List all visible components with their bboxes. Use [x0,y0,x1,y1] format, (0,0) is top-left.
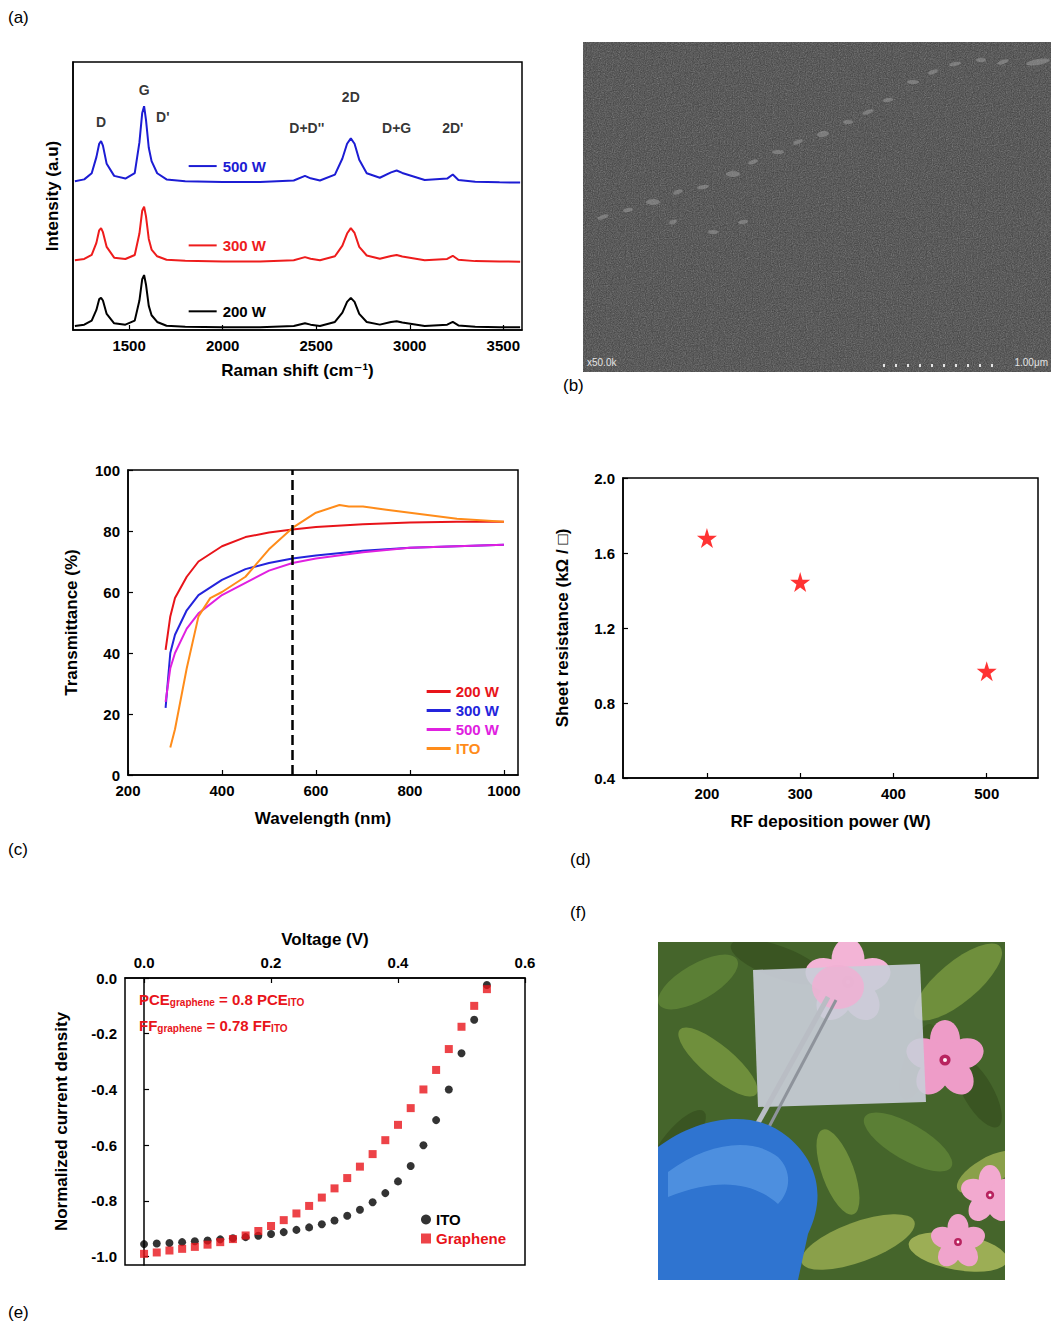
svg-text:100: 100 [95,462,120,479]
svg-text:Intensity (a.u): Intensity (a.u) [43,141,62,252]
svg-text:2500: 2500 [300,337,333,354]
svg-text:-0.6: -0.6 [91,1137,117,1154]
svg-text:3500: 3500 [487,337,520,354]
svg-text:0.0: 0.0 [96,970,117,987]
svg-text:ITO: ITO [456,740,481,757]
svg-text:Normalized current density: Normalized current density [52,1011,71,1231]
svg-text:1500: 1500 [112,337,145,354]
svg-text:graphene: graphene [157,1023,202,1034]
svg-text:500 W: 500 W [456,721,500,738]
html-text:1.00μm: 1.00μm [1014,357,1048,368]
svg-text:80: 80 [103,523,120,540]
svg-text:200: 200 [694,785,719,802]
svg-text:-0.8: -0.8 [91,1192,117,1209]
svg-text:2.0: 2.0 [594,470,615,487]
svg-text:0.8: 0.8 [594,695,615,712]
svg-text:3000: 3000 [393,337,426,354]
svg-text:0.4: 0.4 [594,770,616,787]
svg-text:0: 0 [112,767,120,784]
svg-text:-0.4: -0.4 [91,1081,118,1098]
svg-text:Voltage (V): Voltage (V) [281,930,369,949]
svg-text:60: 60 [103,584,120,601]
svg-text:Raman shift (cm⁻¹): Raman shift (cm⁻¹) [221,361,374,380]
html-text:(e): (e) [8,1303,29,1322]
svg-text:0.6: 0.6 [515,954,536,971]
svg-text:FF: FF [139,1017,157,1034]
svg-text:D: D [96,114,106,130]
svg-text:ITO: ITO [271,1023,288,1034]
svg-text:600: 600 [303,782,328,799]
svg-text:1000: 1000 [487,782,520,799]
svg-text:2D: 2D [342,89,360,105]
svg-text:Graphene: Graphene [436,1230,506,1247]
svg-text:-0.2: -0.2 [91,1025,117,1042]
svg-text:PCE: PCE [139,991,170,1008]
svg-text:0.2: 0.2 [261,954,282,971]
svg-text:400: 400 [209,782,234,799]
svg-text:Transmittance (%): Transmittance (%) [62,549,81,695]
svg-text:0.0: 0.0 [134,954,155,971]
html-text:x50.0k: x50.0k [587,357,617,368]
html-text:(b): (b) [563,376,584,395]
svg-text:ITO: ITO [288,997,305,1008]
svg-text:1.6: 1.6 [594,545,615,562]
html-text:(d): (d) [570,850,591,869]
svg-text:300 W: 300 W [456,702,500,719]
svg-text:Sheet resistance (kΩ / □): Sheet resistance (kΩ / □) [553,529,572,728]
svg-text:500 W: 500 W [223,158,267,175]
svg-text:= 0.78 FF: = 0.78 FF [202,1017,271,1034]
svg-text:300: 300 [788,785,813,802]
svg-text:graphene: graphene [170,997,215,1008]
svg-text:300 W: 300 W [223,237,267,254]
svg-text:ITO: ITO [436,1211,461,1228]
svg-text:200 W: 200 W [456,683,500,700]
svg-text:400: 400 [881,785,906,802]
svg-text:D': D' [156,109,169,125]
svg-text:200: 200 [115,782,140,799]
svg-text:= 0.8 PCE: = 0.8 PCE [215,991,288,1008]
svg-text:D+D'': D+D'' [289,120,324,136]
svg-text:D+G: D+G [382,120,411,136]
svg-text:Wavelength (nm): Wavelength (nm) [255,809,391,828]
svg-text:0.4: 0.4 [388,954,410,971]
svg-text:-1.0: -1.0 [91,1248,117,1265]
html-text:(a): (a) [8,8,29,27]
svg-text:1.2: 1.2 [594,620,615,637]
svg-text:500: 500 [974,785,999,802]
svg-text:200 W: 200 W [223,303,267,320]
svg-text:RF deposition power (W): RF deposition power (W) [730,812,930,831]
svg-text:800: 800 [397,782,422,799]
svg-text:2D': 2D' [442,120,463,136]
svg-text:20: 20 [103,706,120,723]
svg-text:2000: 2000 [206,337,239,354]
svg-text:G: G [139,82,150,98]
svg-text:40: 40 [103,645,120,662]
html-text:(f): (f) [570,903,586,922]
html-text:(c): (c) [8,840,28,859]
